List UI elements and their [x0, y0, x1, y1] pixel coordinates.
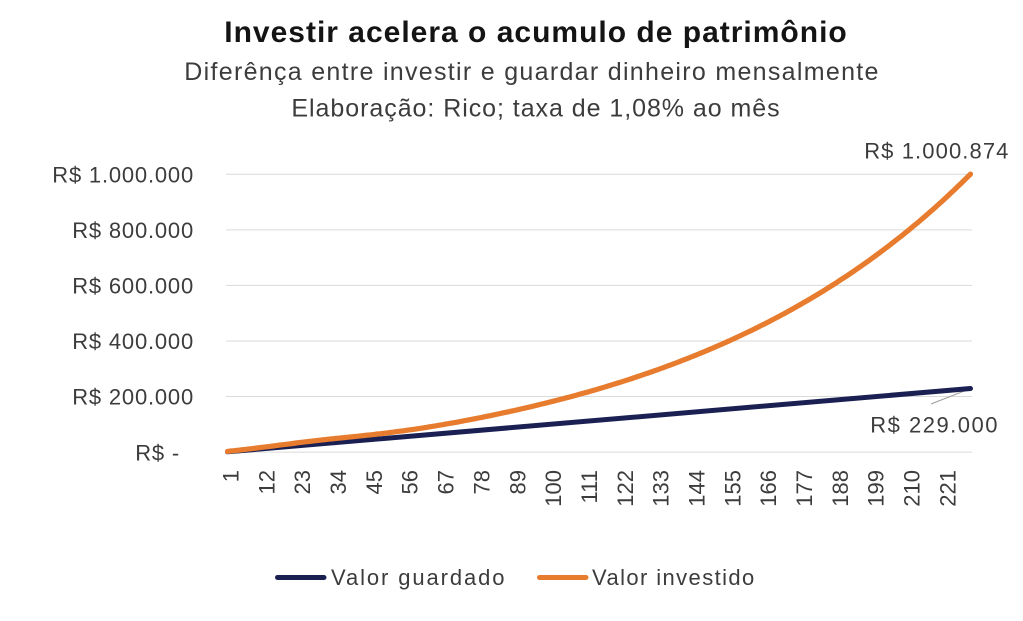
- svg-text:R$ 600.000: R$ 600.000: [72, 274, 194, 299]
- svg-text:177: 177: [792, 470, 817, 507]
- svg-text:1: 1: [219, 470, 244, 482]
- svg-text:100: 100: [541, 470, 566, 507]
- svg-text:R$ 200.000: R$ 200.000: [72, 385, 194, 410]
- svg-text:221: 221: [935, 470, 960, 507]
- svg-text:67: 67: [434, 470, 459, 494]
- svg-text:R$ 1.000.000: R$ 1.000.000: [52, 163, 194, 188]
- svg-text:Elaboração: Rico; taxa de 1,08: Elaboração: Rico; taxa de 1,08% ao mês: [291, 95, 780, 123]
- svg-text:89: 89: [505, 470, 530, 494]
- svg-text:56: 56: [398, 470, 423, 494]
- svg-text:Valor guardado: Valor guardado: [331, 565, 506, 590]
- svg-text:R$ 400.000: R$ 400.000: [72, 329, 194, 354]
- svg-text:12: 12: [254, 470, 279, 494]
- svg-text:78: 78: [469, 470, 494, 494]
- svg-text:122: 122: [613, 470, 638, 507]
- svg-text:144: 144: [685, 470, 710, 507]
- svg-text:210: 210: [900, 470, 925, 507]
- svg-text:R$ 800.000: R$ 800.000: [72, 218, 194, 243]
- svg-text:23: 23: [290, 470, 315, 494]
- svg-text:166: 166: [756, 470, 781, 507]
- svg-text:R$ -: R$ -: [135, 440, 180, 465]
- svg-text:Valor investido: Valor investido: [592, 565, 756, 590]
- svg-text:R$ 1.000.874: R$ 1.000.874: [864, 139, 1009, 164]
- svg-text:188: 188: [828, 470, 853, 507]
- svg-text:199: 199: [864, 470, 889, 507]
- svg-text:Investir acelera o acumulo de: Investir acelera o acumulo de patrimônio: [224, 16, 848, 49]
- svg-text:155: 155: [720, 470, 745, 507]
- svg-text:111: 111: [577, 470, 602, 503]
- svg-text:R$ 229.000: R$ 229.000: [870, 413, 999, 438]
- svg-text:34: 34: [326, 470, 351, 494]
- svg-text:45: 45: [362, 470, 387, 494]
- svg-text:133: 133: [649, 470, 674, 507]
- svg-text:Diferênça entre investir e gua: Diferênça entre investir e guardar dinhe…: [184, 58, 879, 86]
